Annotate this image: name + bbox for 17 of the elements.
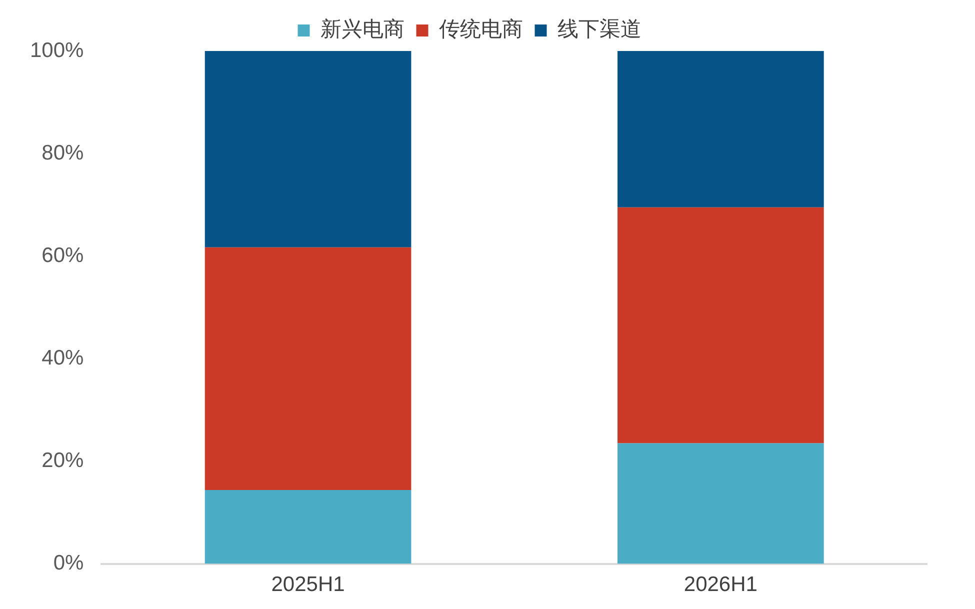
bar xyxy=(204,490,412,564)
x-tick-label: 2025H1 xyxy=(271,573,345,596)
bar xyxy=(618,51,824,208)
y-tick-label: 100% xyxy=(30,38,84,62)
y-tick-label: 80% xyxy=(42,141,84,164)
legend-label: 传统电商 xyxy=(438,16,523,41)
bar xyxy=(618,443,824,564)
bar xyxy=(204,51,412,248)
y-tick-label: 60% xyxy=(42,244,84,267)
legend-label: 线下渠道 xyxy=(557,16,642,41)
y-tick-label: 20% xyxy=(42,449,84,472)
x-tick-label: 2026H1 xyxy=(684,573,758,596)
bar xyxy=(618,207,824,444)
bar xyxy=(204,247,412,490)
legend-label: 新兴电商 xyxy=(320,16,404,41)
y-tick-label: 40% xyxy=(42,346,84,370)
y-tick-label: 0% xyxy=(53,552,84,575)
